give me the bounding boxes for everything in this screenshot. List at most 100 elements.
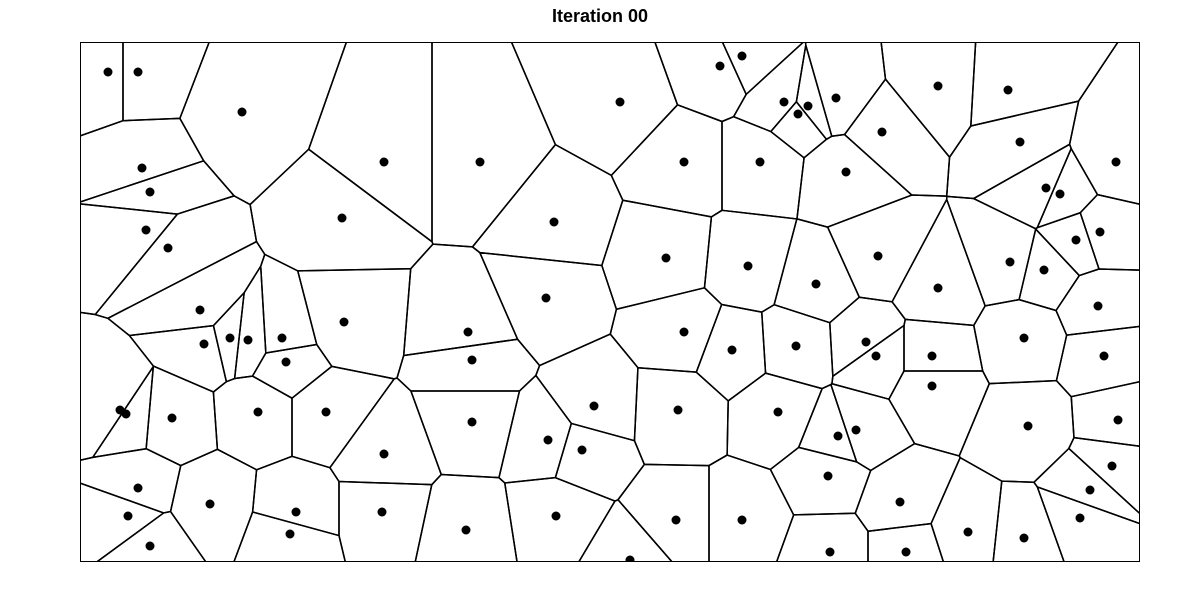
site-point	[578, 446, 587, 455]
site-point	[874, 252, 883, 261]
site-point	[1094, 302, 1103, 311]
site-point	[590, 402, 599, 411]
site-point	[146, 542, 155, 551]
voronoi-cell	[536, 334, 638, 441]
site-point	[878, 128, 887, 137]
site-point	[380, 158, 389, 167]
voronoi-cell	[80, 204, 177, 315]
site-point	[1056, 190, 1065, 199]
site-point	[928, 382, 937, 391]
site-point	[254, 408, 263, 417]
site-point	[824, 472, 833, 481]
site-point	[544, 436, 553, 445]
voronoi-cell	[555, 423, 644, 501]
voronoi-cell	[298, 269, 411, 379]
voronoi-cell	[472, 145, 622, 266]
voronoi-cell	[831, 384, 915, 471]
site-point	[780, 98, 789, 107]
site-point	[1072, 236, 1081, 245]
site-point	[964, 528, 973, 537]
site-point	[738, 516, 747, 525]
site-point	[872, 352, 881, 361]
site-point	[340, 318, 349, 327]
voronoi-cells	[80, 42, 1140, 562]
voronoi-cell	[1071, 382, 1140, 447]
voronoi-cell	[709, 455, 794, 562]
site-point	[134, 484, 143, 493]
plot-border	[80, 42, 1140, 562]
voronoi-cell	[855, 444, 960, 532]
site-point	[832, 94, 841, 103]
site-point	[206, 500, 215, 509]
site-point	[862, 338, 871, 347]
voronoi-cell	[774, 219, 859, 323]
voronoi-cell	[655, 42, 746, 122]
voronoi-cell	[892, 199, 985, 325]
site-point	[934, 82, 943, 91]
site-point	[238, 108, 247, 117]
site-point	[552, 512, 561, 521]
voronoi-cell	[777, 513, 868, 562]
site-point	[804, 102, 813, 111]
voronoi-cell	[180, 42, 347, 205]
plot-border	[80, 42, 1140, 562]
site-point	[104, 68, 113, 77]
site-point	[200, 340, 209, 349]
site-point	[542, 294, 551, 303]
voronoi-cell	[704, 210, 796, 312]
voronoi-cell	[828, 195, 947, 302]
site-point	[774, 408, 783, 417]
site-point	[134, 68, 143, 77]
site-point	[322, 408, 331, 417]
voronoi-cell	[832, 325, 904, 399]
site-point	[1020, 534, 1029, 543]
site-point	[792, 342, 801, 351]
voronoi-cell	[947, 196, 1036, 306]
voronoi-cell	[830, 297, 906, 376]
site-point	[468, 418, 477, 427]
voronoi-cell	[634, 368, 728, 466]
site-point	[278, 334, 287, 343]
voronoi-cell	[411, 391, 520, 478]
site-point	[852, 426, 861, 435]
voronoi-cell	[931, 458, 1002, 562]
site-point	[934, 284, 943, 293]
site-point	[1076, 514, 1085, 523]
site-point	[744, 262, 753, 271]
voronoi-cell	[252, 345, 331, 399]
site-point	[812, 280, 821, 289]
voronoi-cell	[727, 373, 822, 469]
voronoi-cell	[618, 464, 709, 562]
site-point	[738, 52, 747, 61]
voronoi-cell	[1056, 326, 1140, 396]
site-point	[616, 98, 625, 107]
voronoi-cell	[261, 254, 317, 353]
site-point	[902, 548, 911, 557]
site-point	[672, 516, 681, 525]
voronoi-cell	[80, 118, 204, 202]
voronoi-cell	[611, 105, 722, 217]
voronoi-cell	[432, 42, 555, 247]
site-point	[550, 218, 559, 227]
site-point	[468, 356, 477, 365]
site-point	[292, 508, 301, 517]
voronoi-cell	[602, 200, 712, 309]
site-point	[716, 62, 725, 71]
voronoi-cell	[974, 144, 1072, 228]
voronoi-cell	[1037, 487, 1140, 562]
site-point	[142, 226, 151, 235]
voronoi-cell	[80, 42, 123, 136]
site-point	[1086, 486, 1095, 495]
voronoi-cell	[1070, 42, 1140, 204]
site-point	[1004, 86, 1013, 95]
voronoi-cell	[845, 79, 950, 196]
voronoi-cell	[292, 366, 394, 467]
voronoi-cell	[806, 42, 886, 136]
voronoi-cell	[971, 42, 1118, 126]
site-point	[1040, 266, 1049, 275]
voronoi-cell	[974, 300, 1067, 384]
site-point	[1096, 228, 1105, 237]
site-point	[1108, 462, 1117, 471]
voronoi-cell	[123, 42, 209, 121]
site-point	[164, 244, 173, 253]
